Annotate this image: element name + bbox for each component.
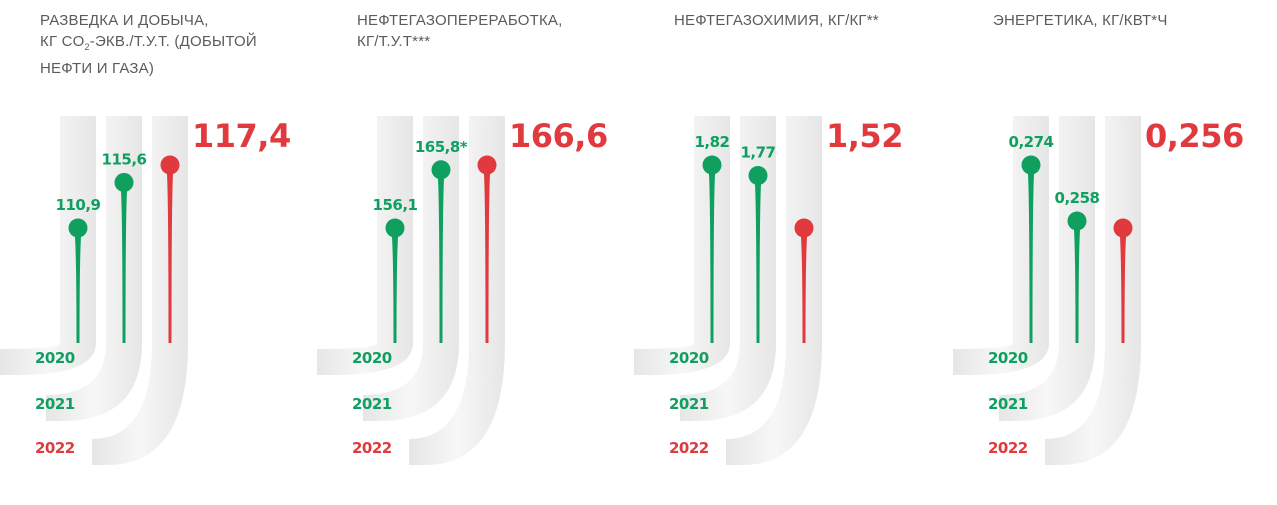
year-label-2020: 2020 [35,349,75,367]
track-2020 [317,116,413,375]
track-2021 [680,116,776,421]
value-label-2021: 0,258 [1055,189,1100,207]
point-2022 [1113,218,1133,238]
point-2022 [794,218,814,238]
stem-2020 [74,234,82,343]
track-2022 [409,116,505,465]
stem-2021 [437,175,445,343]
panel-title: НЕФТЕГАЗОХИМИЯ, КГ/КГ** [674,12,879,29]
stem-2022 [166,171,174,343]
point-2022 [477,155,497,175]
panel-energy: ЭНЕРГЕТИКА, КГ/КВТ*Ч 0,274 0,258 0,256 2020… [953,0,1277,505]
track-2022 [726,116,822,465]
chart-energy: 0,274 0,258 0,256 2020 2021 2022 [953,116,1244,465]
chart-refining: 156,1 165,8* 166,6 2020 2021 2022 [317,116,608,465]
stem-2021 [120,188,128,343]
stem-2022 [1119,234,1127,343]
year-label-2021: 2021 [35,395,75,413]
value-label-2022: 0,256 [1145,117,1244,155]
year-label-2022: 2022 [669,439,709,457]
value-label-2022: 117,4 [192,117,291,155]
track-2020 [953,116,1049,375]
point-2020 [1021,155,1041,175]
panel-title: НЕФТЕГАЗОПЕРЕРАБОТКА, КГ/Т.У.Т*** [357,12,563,50]
panel-title: ЭНЕРГЕТИКА, КГ/КВТ*Ч [993,12,1168,29]
subscript: 2 [84,42,90,52]
year-label-2022: 2022 [352,439,392,457]
point-2020 [385,218,405,238]
panel-exploration: РАЗВЕДКА И ДОБЫЧА, КГ CO2-ЭКВ./Т.У.Т. (Д… [0,0,340,505]
stem-2022 [800,234,808,343]
stem-2020 [708,171,716,343]
value-label-2022: 166,6 [509,117,608,155]
value-label-2021: 115,6 [102,150,147,168]
year-label-2021: 2021 [669,395,709,413]
panel-title: РАЗВЕДКА И ДОБЫЧА, КГ CO2-ЭКВ./Т.У.Т. (Д… [40,12,257,77]
panel-refining: НЕФТЕГАЗОПЕРЕРАБОТКА, КГ/Т.У.Т*** 156,1 1… [317,0,657,505]
value-label-2020: 156,1 [373,196,418,214]
value-label-2022: 1,52 [826,117,903,155]
point-2022 [160,155,180,175]
stem-2022 [483,171,491,343]
track-2020 [0,116,96,375]
track-2021 [46,116,142,421]
stem-2020 [391,234,399,343]
track-2021 [999,116,1095,421]
value-label-2020: 0,274 [1009,133,1054,151]
year-label-2021: 2021 [352,395,392,413]
stem-2020 [1027,171,1035,343]
value-label-2020: 110,9 [56,196,101,214]
value-label-2021: 1,77 [740,144,775,162]
chart-petrochemistry: 1,82 1,77 1,52 2020 2021 2022 [634,116,903,465]
year-label-2020: 2020 [669,349,709,367]
track-2020 [634,116,730,375]
value-label-2020: 1,82 [694,133,729,151]
point-2021 [431,160,451,180]
panel-petrochemistry: НЕФТЕГАЗОХИМИЯ, КГ/КГ** 1,82 1,77 1,52 2020… [634,0,974,505]
chart-exploration: 110,9 115,6 117,4 2020 2021 2022 [0,116,291,465]
year-label-2021: 2021 [988,395,1028,413]
year-label-2020: 2020 [988,349,1028,367]
point-2020 [68,218,88,238]
year-label-2022: 2022 [35,439,75,457]
stem-2021 [754,181,762,343]
track-2022 [92,116,188,465]
point-2020 [702,155,722,175]
point-2021 [748,166,768,185]
track-2022 [1045,116,1141,465]
track-2021 [363,116,459,421]
point-2021 [114,172,134,192]
year-label-2020: 2020 [352,349,392,367]
stem-2021 [1073,227,1081,343]
year-label-2022: 2022 [988,439,1028,457]
point-2021 [1067,211,1087,231]
value-label-2021: 165,8* [415,138,468,156]
